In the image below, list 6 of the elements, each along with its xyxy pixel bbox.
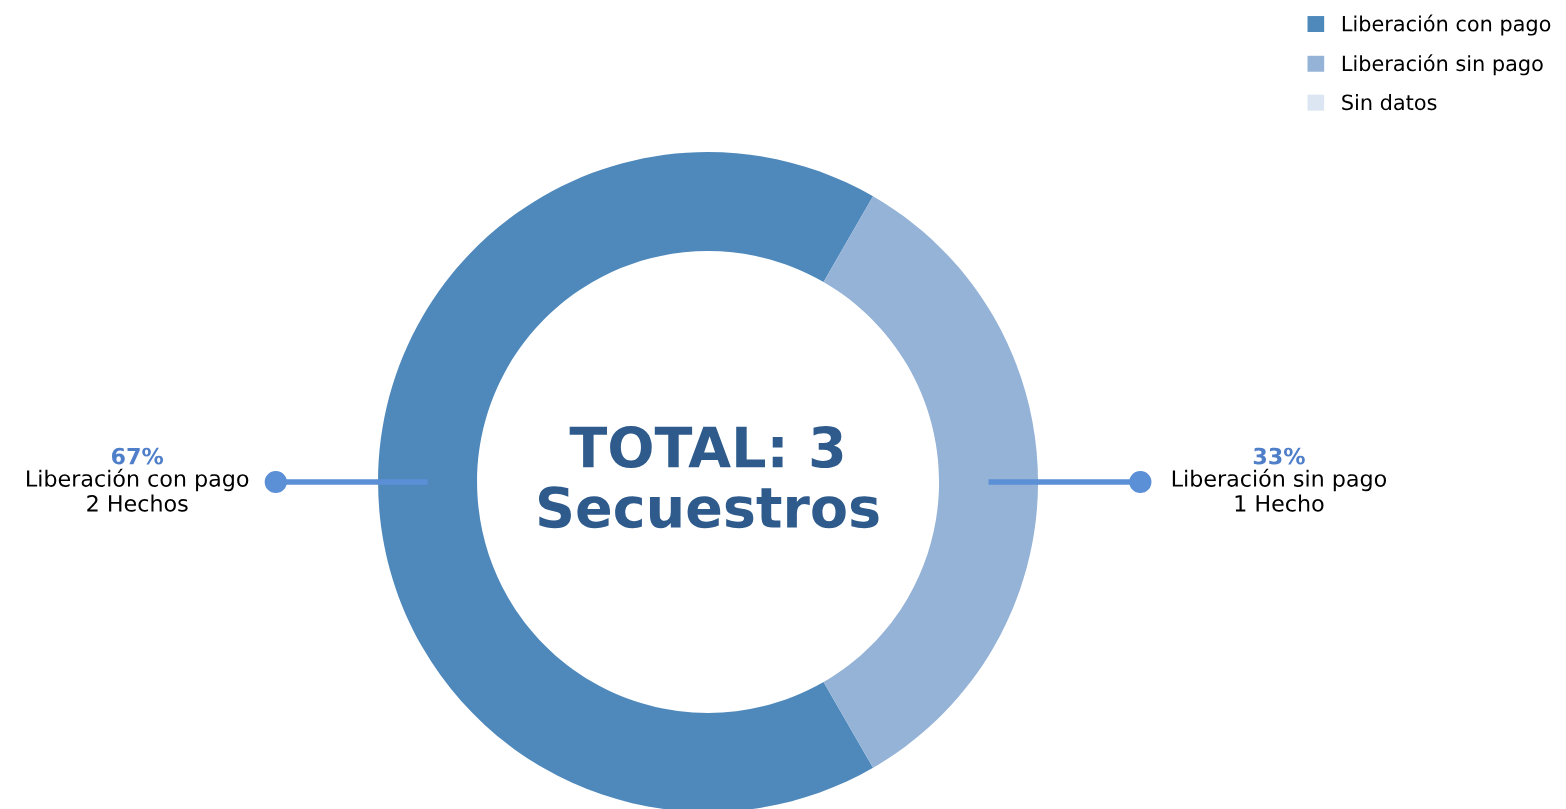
data-label: 33% Liberación sin pago 1 Hecho [1172,447,1387,512]
legend-label: Liberación con pago [1342,14,1551,36]
legend-label: Sin datos [1342,94,1437,111]
legend-label: Liberación sin pago [1342,54,1543,76]
data-label: 67% Liberación con pago 2 Hechos [27,447,249,512]
text: TOTAL: 3 Secuestros [539,426,879,529]
